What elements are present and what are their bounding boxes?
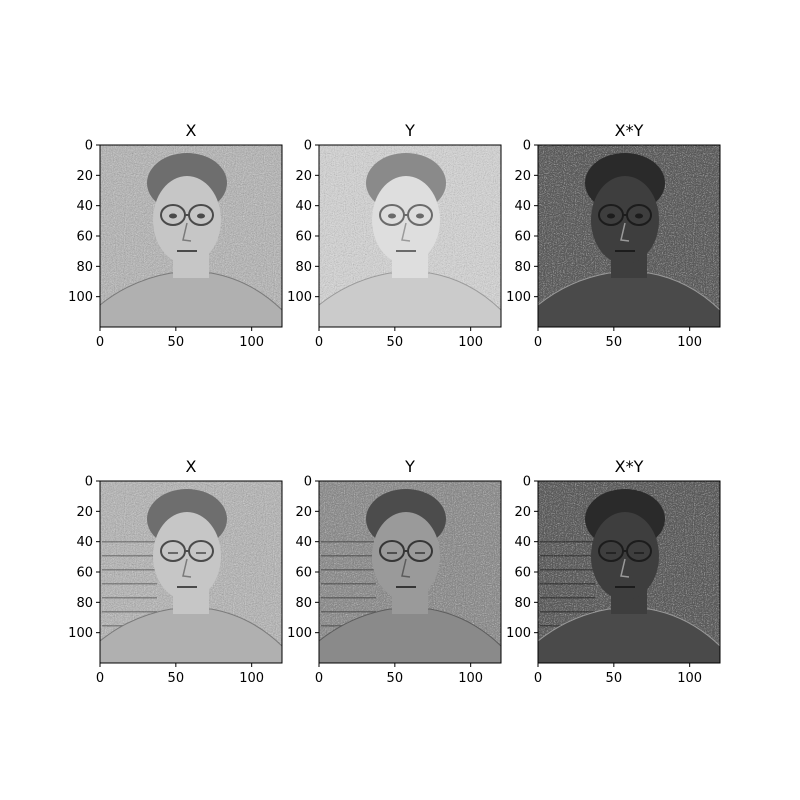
x-tick-label: 100	[677, 335, 702, 350]
y-tick-label: 20	[514, 505, 531, 520]
subplot-4: X 0 50 100 0 20 40 60 80 100	[68, 457, 283, 686]
y-tick-label: 60	[514, 230, 531, 245]
subplot-1: X 0 50 100 0 20 40 60 80 100	[68, 121, 283, 350]
x-tick-label: 100	[458, 335, 483, 350]
x-tick-label: 0	[315, 335, 323, 350]
subplot-2: Y 0 50 100 0 20 40 60 80 100	[287, 121, 502, 350]
y-tick-label: 80	[514, 260, 531, 275]
y-tick-label: 100	[68, 290, 93, 305]
x-tick-label: 100	[239, 335, 264, 350]
y-tick-label: 40	[76, 535, 93, 550]
y-tick-label: 100	[287, 290, 312, 305]
x-tick-label: 50	[168, 335, 185, 350]
subplot-title: X*Y	[615, 121, 644, 140]
y-tick-label: 60	[295, 566, 312, 581]
y-tick-label: 40	[514, 199, 531, 214]
x-tick-label: 100	[677, 671, 702, 686]
y-tick-label: 0	[523, 475, 531, 490]
y-tick-label: 80	[76, 596, 93, 611]
subplot-title: X	[186, 457, 197, 476]
y-tick-label: 60	[76, 230, 93, 245]
subplot-title: X	[186, 121, 197, 140]
y-tick-label: 60	[295, 230, 312, 245]
y-tick-label: 100	[68, 626, 93, 641]
y-tick-label: 0	[85, 139, 93, 154]
x-tick-label: 0	[96, 335, 104, 350]
y-tick-label: 100	[506, 626, 531, 641]
x-tick-label: 50	[606, 335, 623, 350]
y-tick-label: 20	[295, 505, 312, 520]
heatmap-image	[100, 145, 282, 327]
x-tick-label: 50	[168, 671, 185, 686]
y-tick-label: 100	[287, 626, 312, 641]
x-tick-label: 50	[606, 671, 623, 686]
y-tick-label: 0	[304, 475, 312, 490]
y-tick-label: 80	[295, 260, 312, 275]
y-tick-label: 40	[295, 199, 312, 214]
y-tick-label: 0	[85, 475, 93, 490]
x-tick-label: 0	[96, 671, 104, 686]
heatmap-image	[319, 145, 501, 327]
subplot-title: X*Y	[615, 457, 644, 476]
y-tick-label: 100	[506, 290, 531, 305]
subplot-title: Y	[404, 121, 415, 140]
y-tick-label: 40	[514, 535, 531, 550]
y-tick-label: 20	[76, 169, 93, 184]
subplot-5: Y 0 50 100 0 20 40 60 80 100	[287, 457, 502, 686]
y-tick-label: 80	[76, 260, 93, 275]
subplot-6: X*Y 0 50 100 0 20 40 60 80 100	[506, 457, 721, 686]
x-tick-label: 0	[315, 671, 323, 686]
y-tick-label: 40	[76, 199, 93, 214]
y-tick-label: 60	[514, 566, 531, 581]
x-tick-label: 50	[387, 671, 404, 686]
y-tick-label: 80	[514, 596, 531, 611]
y-tick-label: 60	[76, 566, 93, 581]
x-tick-label: 0	[534, 335, 542, 350]
x-tick-label: 100	[458, 671, 483, 686]
heatmap-image	[538, 145, 720, 327]
y-tick-label: 20	[295, 169, 312, 184]
y-tick-label: 40	[295, 535, 312, 550]
subplot-title: Y	[404, 457, 415, 476]
y-tick-label: 0	[523, 139, 531, 154]
heatmap-image	[100, 481, 282, 663]
subplot-3: X*Y 0 50 100 0 20 40 60 80 100	[506, 121, 721, 350]
y-tick-label: 20	[514, 169, 531, 184]
y-tick-label: 0	[304, 139, 312, 154]
x-tick-label: 50	[387, 335, 404, 350]
x-tick-label: 100	[239, 671, 264, 686]
heatmap-image	[319, 481, 501, 663]
heatmap-image	[538, 481, 720, 663]
y-tick-label: 20	[76, 505, 93, 520]
y-tick-label: 80	[295, 596, 312, 611]
x-tick-label: 0	[534, 671, 542, 686]
